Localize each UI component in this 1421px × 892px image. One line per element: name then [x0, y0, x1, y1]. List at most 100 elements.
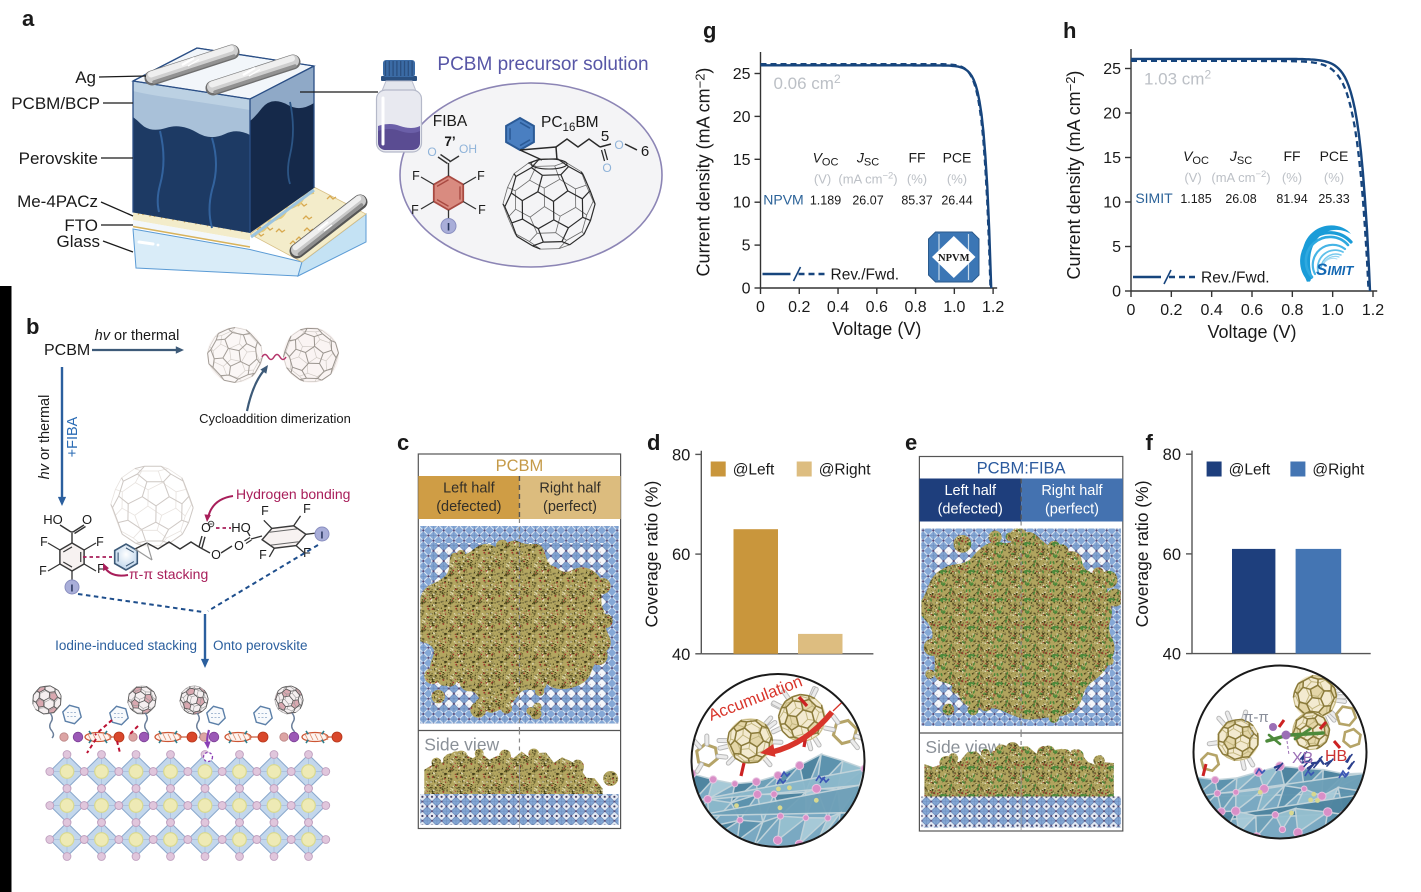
svg-text:1.0: 1.0 [943, 299, 965, 316]
svg-text:Right half: Right half [1041, 483, 1103, 499]
svg-text:26.44: 26.44 [941, 194, 972, 208]
svg-text:Onto perovskite: Onto perovskite [213, 638, 308, 653]
svg-text:F: F [412, 169, 420, 183]
svg-text:(V): (V) [814, 172, 831, 187]
svg-text:80: 80 [672, 446, 690, 464]
svg-text:1.2: 1.2 [1362, 302, 1384, 319]
svg-text:b: b [26, 314, 39, 339]
svg-text:SIMIT: SIMIT [1135, 190, 1173, 206]
svg-text:π-π stacking: π-π stacking [129, 566, 208, 582]
svg-text:Cycloaddition dimerization: Cycloaddition dimerization [199, 411, 351, 426]
svg-text:Rev./Fwd.: Rev./Fwd. [831, 267, 900, 284]
svg-text:Rev./Fwd.: Rev./Fwd. [1201, 270, 1270, 287]
svg-text:26.08: 26.08 [1225, 192, 1256, 206]
svg-text:+FIBA: +FIBA [65, 416, 81, 457]
svg-text:Voltage (V): Voltage (V) [832, 319, 921, 339]
svg-text:F: F [96, 535, 104, 549]
svg-text:Left half: Left half [944, 483, 997, 499]
svg-text:π-π: π-π [1243, 709, 1269, 726]
svg-text:(defected): (defected) [938, 502, 1003, 518]
svg-text:40: 40 [672, 646, 690, 664]
svg-text:F: F [303, 546, 311, 560]
svg-text:1.185: 1.185 [1180, 192, 1211, 206]
svg-text:60: 60 [1163, 546, 1181, 564]
svg-text:6: 6 [641, 143, 649, 160]
svg-text:1.2: 1.2 [982, 299, 1004, 316]
svg-text:Perovskite: Perovskite [19, 149, 98, 168]
svg-text:Iodine-induced stacking: Iodine-induced stacking [55, 638, 197, 653]
svg-text:(mA cm−2): (mA cm−2) [838, 171, 897, 187]
svg-text:(V): (V) [1184, 170, 1201, 185]
svg-text:I: I [447, 222, 450, 234]
svg-text:(%): (%) [947, 172, 967, 187]
svg-text:PCBM/BCP: PCBM/BCP [11, 94, 100, 113]
svg-text:F: F [39, 564, 47, 578]
svg-text:@Right: @Right [819, 462, 872, 479]
svg-text:60: 60 [672, 546, 690, 564]
svg-text:f: f [1146, 430, 1154, 455]
svg-text:Current density (mA cm−2): Current density (mA cm−2) [1063, 71, 1084, 280]
svg-text:25: 25 [1103, 61, 1121, 78]
svg-text:O: O [234, 539, 244, 553]
svg-text:O: O [211, 548, 221, 562]
svg-text:FF: FF [908, 150, 925, 166]
svg-text:VOC: VOC [813, 150, 839, 169]
svg-text:F: F [411, 203, 419, 217]
svg-text:g: g [703, 18, 716, 43]
svg-text:HB: HB [1325, 748, 1347, 765]
svg-text:F: F [261, 504, 269, 518]
svg-text:0: 0 [756, 299, 765, 316]
svg-text:NPVM: NPVM [938, 253, 970, 264]
svg-text:SIMIT: SIMIT [1316, 260, 1354, 279]
svg-text:0: 0 [742, 281, 751, 298]
svg-text:Voltage (V): Voltage (V) [1207, 322, 1296, 342]
svg-text:1.03 cm2: 1.03 cm2 [1144, 68, 1211, 89]
svg-text:40: 40 [1163, 646, 1181, 664]
svg-text:0: 0 [1127, 302, 1136, 319]
svg-text:0.06 cm2: 0.06 cm2 [774, 72, 841, 93]
svg-text:Ag: Ag [75, 68, 96, 87]
svg-text:@Left: @Left [1229, 462, 1271, 479]
svg-text:20: 20 [1103, 106, 1121, 123]
svg-text:(perfect): (perfect) [543, 499, 597, 515]
svg-text:JSC: JSC [856, 150, 879, 169]
svg-text:hv or thermal: hv or thermal [95, 328, 180, 344]
svg-text:F: F [97, 562, 105, 576]
svg-text:PC16BM: PC16BM [541, 114, 599, 134]
svg-text:c: c [397, 430, 409, 455]
svg-text:0.8: 0.8 [904, 299, 926, 316]
svg-text:25: 25 [733, 66, 751, 83]
svg-text:NPVM: NPVM [763, 192, 803, 208]
svg-text:0.2: 0.2 [1160, 302, 1182, 319]
svg-text:Glass: Glass [57, 232, 100, 251]
svg-text:VOC: VOC [1183, 148, 1209, 167]
svg-text:0.6: 0.6 [866, 299, 888, 316]
svg-text:@Right: @Right [1312, 462, 1365, 479]
svg-text:FTO: FTO [64, 216, 98, 235]
svg-text:15: 15 [1103, 150, 1121, 167]
svg-text:PCBM:FIBA: PCBM:FIBA [977, 460, 1066, 478]
svg-text:5: 5 [742, 238, 751, 255]
svg-text:(defected): (defected) [436, 499, 501, 515]
svg-text:e: e [905, 430, 917, 455]
svg-text:10: 10 [733, 195, 751, 212]
svg-text:@Left: @Left [733, 462, 775, 479]
svg-text:20: 20 [733, 109, 751, 126]
svg-text:Right half: Right half [539, 481, 601, 497]
svg-text:0.4: 0.4 [827, 299, 849, 316]
svg-text:I: I [321, 530, 324, 542]
svg-text:PCE: PCE [943, 150, 972, 166]
svg-text:0.8: 0.8 [1281, 302, 1303, 319]
svg-text:Hydrogen bonding: Hydrogen bonding [236, 486, 350, 502]
svg-text:0: 0 [1112, 284, 1121, 301]
svg-text:O: O [614, 138, 623, 152]
svg-text:7’: 7’ [444, 134, 455, 149]
svg-text:85.37: 85.37 [901, 194, 932, 208]
svg-text:O: O [602, 161, 611, 175]
svg-text:(%): (%) [907, 172, 927, 187]
svg-text:5: 5 [1112, 239, 1121, 256]
svg-text:1.189: 1.189 [810, 194, 841, 208]
svg-text:hv or thermal: hv or thermal [37, 395, 53, 480]
svg-text:81.94: 81.94 [1276, 192, 1307, 206]
svg-text:HO: HO [43, 512, 63, 527]
